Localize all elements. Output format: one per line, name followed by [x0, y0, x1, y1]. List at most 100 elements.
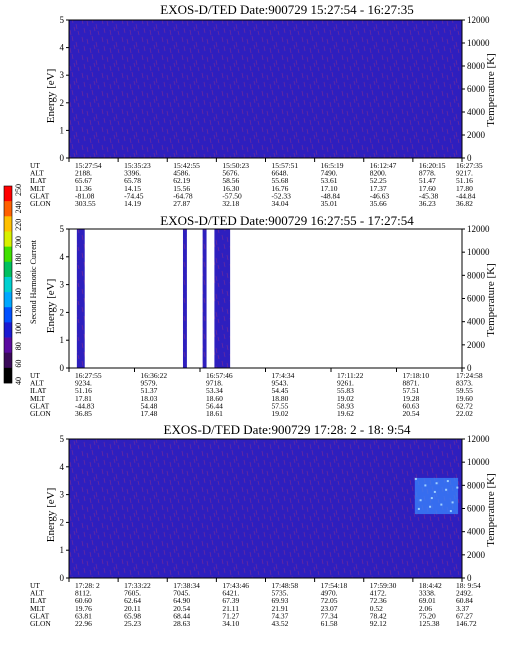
ephemeris-value: 20.54	[403, 409, 420, 418]
ephemeris-value: 8871.	[403, 379, 420, 388]
ephemeris-value: 19.60	[456, 394, 473, 403]
ephemeris-value: 9718.	[206, 379, 223, 388]
data-gap	[84, 229, 183, 368]
right-tick-label: 8000	[467, 480, 486, 490]
ephemeris-row-label: GLON	[30, 199, 51, 208]
ephemeris-row-label: ILAT	[30, 596, 47, 605]
ephemeris-value: 36.82	[456, 199, 473, 208]
ephemeris-value: -57.50	[222, 191, 242, 200]
ephemeris-value: 59.55	[456, 386, 473, 395]
colorbar-tick-label: 240	[14, 201, 23, 213]
colorbar-label: Second Harmonic Current	[29, 239, 38, 324]
right-tick-label: 4000	[467, 317, 486, 327]
ephemeris-value: 53.61	[321, 176, 338, 185]
y-tick-label: 5	[60, 15, 65, 25]
colorbar-tick-label: 80	[14, 342, 23, 350]
enhancement-speck	[449, 510, 452, 513]
ephemeris-value: 17:24:58	[456, 371, 483, 380]
ephemeris-row-label: GLON	[30, 409, 51, 418]
panel-2-right-axis-label: Temperature [K]	[485, 263, 497, 336]
ephemeris-value: 34.10	[222, 619, 239, 628]
ephemeris-value: 36.85	[75, 409, 92, 418]
ephemeris-value: 18.03	[141, 394, 158, 403]
ephemeris-row-label: GLAT	[30, 191, 50, 200]
y-tick-label: 1	[60, 335, 65, 345]
ephemeris-value: 20.11	[124, 604, 141, 613]
ephemeris-value: 62.19	[173, 176, 190, 185]
ephemeris-value: 18.80	[272, 394, 289, 403]
ephemeris-row-label: UT	[30, 371, 40, 380]
ephemeris-value: 15:27:54	[75, 161, 102, 170]
ephemeris-value: 16:27:55	[75, 371, 102, 380]
ephemeris-value: 72.05	[321, 596, 338, 605]
ephemeris-value: 68.44	[173, 611, 190, 620]
ephemeris-value: 51.16	[456, 176, 473, 185]
y-tick-label: 3	[60, 490, 65, 500]
enhancement-speck	[445, 488, 448, 491]
colorbar-segment	[4, 276, 12, 293]
ephemeris-value: 2492.	[456, 589, 473, 598]
y-tick-label: 0	[60, 573, 65, 583]
ephemeris-row-label: ALT	[30, 589, 44, 598]
right-tick-label: 12000	[467, 434, 490, 444]
ephemeris-value: 16:57:46	[206, 371, 233, 380]
right-tick-label: 6000	[467, 84, 486, 94]
ephemeris-value: 69.01	[419, 596, 436, 605]
y-tick-label: 3	[60, 70, 65, 80]
ephemeris-value: 9234.	[75, 379, 92, 388]
ephemeris-value: 16.30	[222, 184, 239, 193]
right-tick-label: 0	[467, 363, 472, 373]
ephemeris-value: 17:59:30	[370, 581, 397, 590]
ephemeris-value: 9543.	[272, 379, 289, 388]
ephemeris-value: 16:12:47	[370, 161, 397, 170]
colorbar-segment	[4, 307, 12, 323]
ephemeris-value: 58.93	[337, 401, 354, 410]
colorbar-tick-label: 180	[14, 253, 23, 265]
ephemeris-value: 7605.	[124, 589, 141, 598]
ephemeris-value: -44.84	[456, 191, 476, 200]
ephemeris-value: 22.02	[456, 409, 473, 418]
colorbar-tick-label: 100	[14, 323, 23, 335]
colorbar-segment	[4, 246, 12, 263]
panel-3-title: EXOS-D/TED Date:900729 17:28: 2 - 18: 9:…	[164, 422, 411, 437]
ephemeris-value: 146.72	[456, 619, 477, 628]
right-tick-label: 2000	[467, 340, 486, 350]
ephemeris-value: 65.78	[124, 176, 141, 185]
enhancement-speck	[440, 503, 443, 506]
right-tick-label: 0	[467, 153, 472, 163]
colorbar-segment	[4, 292, 12, 308]
ephemeris-value: 60.63	[403, 401, 420, 410]
ephemeris-value: 57.51	[403, 386, 420, 395]
ephemeris-value: -81.08	[75, 191, 95, 200]
right-tick-label: 6000	[467, 294, 486, 304]
colorbar-segment	[4, 201, 12, 217]
ephemeris-value: 19.28	[403, 394, 420, 403]
ephemeris-row-label: ALT	[30, 379, 44, 388]
ephemeris-row-label: MLT	[30, 394, 46, 403]
right-tick-label: 0	[467, 573, 472, 583]
ephemeris-value: 22.96	[75, 619, 92, 628]
ephemeris-value: 27.87	[173, 199, 190, 208]
ephemeris-value: 17:4:34	[272, 371, 295, 380]
enhancement-speck	[429, 505, 432, 508]
ephemeris-value: 17:18:10	[403, 371, 430, 380]
data-gap	[206, 229, 215, 368]
ephemeris-value: 18.61	[206, 409, 223, 418]
right-tick-label: 2000	[467, 550, 486, 560]
panel-1: EXOS-D/TED Date:900729 15:27:54 - 16:27:…	[30, 2, 497, 208]
ephemeris-value: 77.34	[321, 611, 338, 620]
ephemeris-value: 74.37	[272, 611, 289, 620]
colorbar-segment	[4, 186, 12, 202]
y-tick-label: 2	[60, 98, 65, 108]
ephemeris-value: 63.81	[75, 611, 92, 620]
y-tick-label: 4	[60, 43, 65, 53]
ephemeris-value: 17.10	[321, 184, 338, 193]
panel-1-title: EXOS-D/TED Date:900729 15:27:54 - 16:27:…	[160, 2, 413, 17]
y-tick-label: 1	[60, 545, 65, 555]
right-tick-label: 12000	[467, 15, 490, 25]
ephemeris-row-label: GLON	[30, 619, 51, 628]
ephemeris-value: 6421.	[222, 589, 239, 598]
colorbar-frame	[3, 185, 13, 384]
